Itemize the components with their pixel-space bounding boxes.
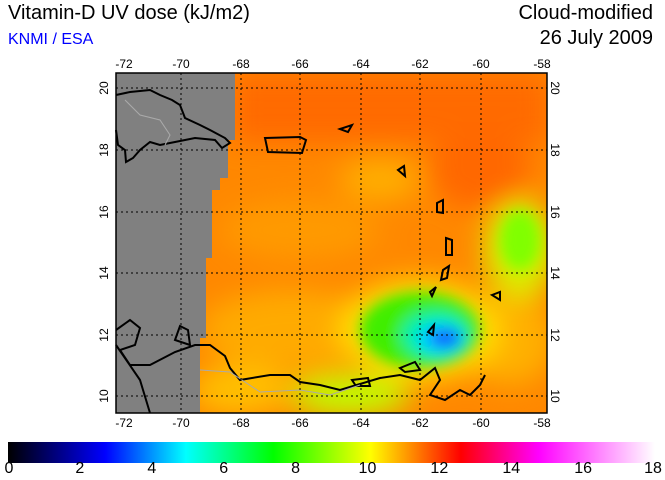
- colorbar-tick-label: 18: [644, 460, 662, 477]
- lon-tick-label: -64: [352, 57, 370, 71]
- dose-field: [116, 73, 547, 413]
- lat-tick-label: 10: [97, 389, 111, 403]
- colorbar-tick-label: 10: [358, 460, 377, 477]
- lon-tick-label: -66: [291, 416, 309, 430]
- lat-tick-label: 18: [97, 143, 111, 157]
- lon-tick-label: -70: [172, 416, 190, 430]
- product-mode: Cloud-modified: [518, 2, 653, 24]
- lon-tick-label: -62: [411, 57, 429, 71]
- lon-tick-label: -68: [232, 416, 250, 430]
- colorbar-tick-label: 6: [219, 460, 229, 477]
- lon-tick-label: -72: [115, 57, 133, 71]
- lat-tick-label: 18: [548, 143, 562, 157]
- colorbar-tick-label: 12: [430, 460, 449, 477]
- lat-tick-label: 16: [97, 205, 111, 219]
- lon-tick-label: -64: [352, 416, 370, 430]
- lat-tick-label: 12: [97, 328, 111, 342]
- lon-tick-label: -60: [472, 57, 490, 71]
- lon-tick-label: -60: [472, 416, 490, 430]
- lon-tick-label: -58: [533, 416, 551, 430]
- lon-tick-label: -58: [533, 57, 551, 71]
- lat-tick-label: 16: [548, 205, 562, 219]
- colorbar-tick-label: 4: [147, 460, 157, 477]
- lon-tick-label: -66: [291, 57, 309, 71]
- lat-tick-label: 20: [548, 81, 562, 95]
- map-title: Vitamin-D UV dose (kJ/m2): [8, 2, 250, 24]
- colorbar-tick-label: 2: [75, 460, 85, 477]
- lon-tick-label: -70: [172, 57, 190, 71]
- borders: [124, 99, 361, 396]
- credit-label: KNMI / ESA: [8, 31, 94, 48]
- lat-tick-label: 20: [97, 81, 111, 95]
- colorbar-tick-label: 8: [291, 460, 300, 477]
- graticule: [116, 73, 547, 413]
- lat-tick-label: 14: [548, 266, 562, 280]
- uv-dose-map: -72 -70 -68 -66 -64 -62 -60 -58 -72 -70 -68 -66 -64 -…: [97, 57, 562, 430]
- map-frame: [115, 72, 548, 414]
- colorbar-tick-label: 14: [502, 460, 521, 477]
- lat-tick-label: 14: [97, 266, 111, 280]
- lat-tick-label: 12: [548, 328, 562, 342]
- lon-tick-label: -68: [232, 57, 250, 71]
- lat-tick-label: 10: [548, 389, 562, 403]
- no-data-region: [116, 73, 235, 413]
- lon-tick-label: -62: [411, 416, 429, 430]
- map-date: 26 July 2009: [539, 27, 653, 49]
- lon-tick-label: -72: [115, 416, 133, 430]
- colorbar-tick-label: 0: [4, 460, 14, 477]
- colorbar-tick-label: 16: [574, 460, 593, 477]
- colorbar: [8, 442, 655, 463]
